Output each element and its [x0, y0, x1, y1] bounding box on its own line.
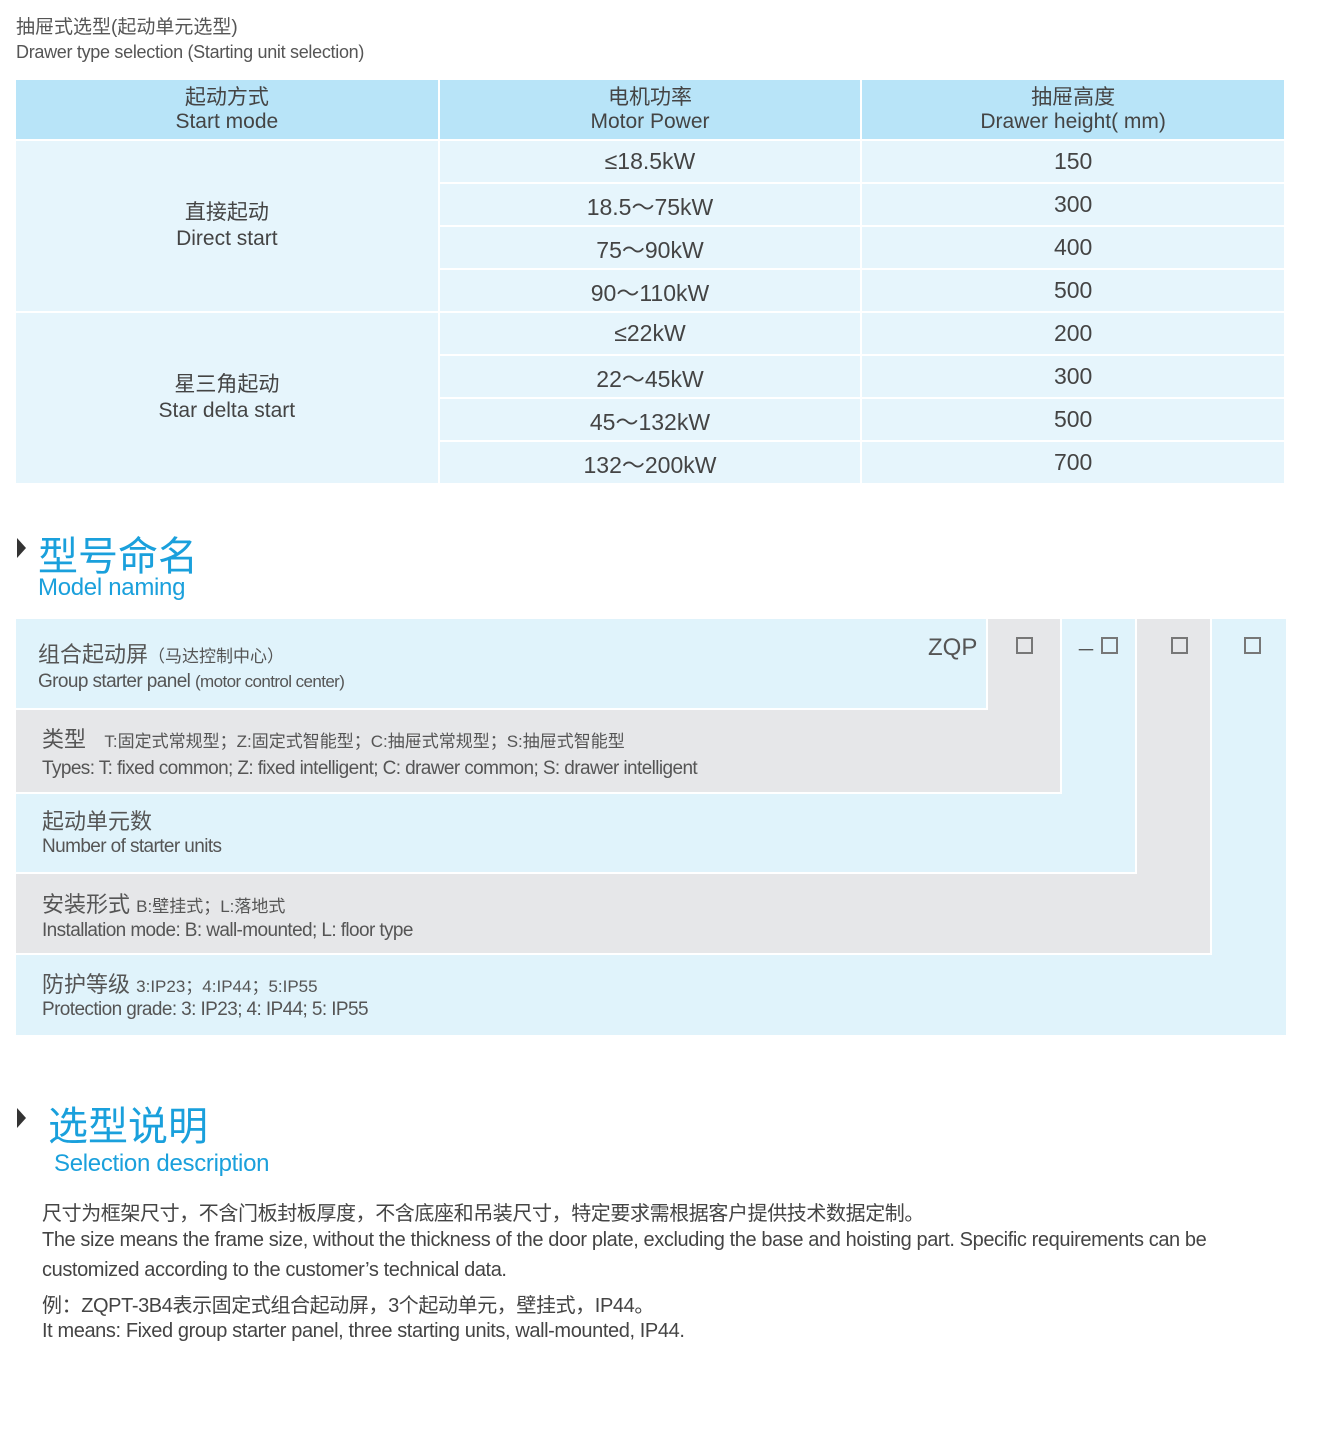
start-mode-cn: 星三角起动 [174, 373, 280, 396]
protection-placeholder-box [1244, 637, 1261, 654]
model-item-type-en: Types: T: fixed common; Z: fixed intelli… [42, 758, 698, 779]
table-row: 45～132kW 500 [16, 397, 1284, 442]
motor-power-cell: 132～200kW [438, 440, 863, 485]
model-item-panel-en: Group starter panel (motor control cente… [38, 671, 345, 692]
drawer-height-cell: 500 [861, 268, 1284, 313]
column-header-en: Motor Power [590, 109, 710, 133]
table-row: 75～90kW 400 [16, 225, 1284, 270]
model-item-install-cn: 安装形式 B:壁挂式；L:落地式 [42, 892, 286, 917]
table-row: 星三角起动 Star delta start ≤22kW 200 [16, 311, 1284, 485]
table-row: 22～45kW 300 [16, 354, 1284, 399]
column-header-cn: 电机功率 [607, 85, 692, 109]
column-header-en: Start mode [175, 109, 279, 133]
dash-separator: － [1076, 640, 1096, 662]
column-header: 电机功率 Motor Power [438, 80, 863, 140]
install-placeholder-box [1171, 637, 1188, 654]
drawer-selection-table: 起动方式 Start mode 电机功率 Motor Power 抽屉高度 Drawer … [16, 80, 1284, 485]
desc-line-2: The size means the frame size, without t… [42, 1229, 1207, 1251]
start-mode-cn: 直接起动 [184, 201, 269, 224]
section-title-en: Drawer type selection (Starting unit sel… [16, 42, 365, 62]
model-item-type-cn: 类型 T:固定式常规型；Z:固定式智能型；C:抽屉式常规型；S:抽屉式智能型 [42, 727, 625, 752]
drawer-height-cell: 400 [861, 225, 1284, 270]
desc-line-3: customized according to the customer’s t… [42, 1259, 507, 1281]
model-item-panel-cn: 组合起动屏（马达控制中心） [38, 642, 285, 667]
motor-power-cell: ≤22kW [438, 311, 863, 356]
model-naming-subtitle: Model naming [38, 574, 186, 601]
column-header-cn: 起动方式 [184, 85, 269, 109]
column-header-en: Drawer height( mm) [980, 109, 1166, 133]
triangle-bullet-icon [17, 1108, 26, 1128]
type-placeholder-box [1016, 637, 1033, 654]
selection-subtitle: Selection description [54, 1150, 270, 1177]
model-item-protection-en: Protection grade: 3: IP23; 4: IP44; 5: I… [42, 999, 369, 1020]
drawer-height-cell: 700 [861, 440, 1284, 485]
motor-power-cell: 75～90kW [438, 225, 863, 270]
table-row: 90～110kW 500 [16, 268, 1284, 313]
start-mode-en: Direct start [176, 227, 278, 250]
motor-power-cell: 18.5～75kW [438, 182, 863, 227]
table-row: 直接起动 Direct start ≤18.5kW 150 [16, 139, 1284, 313]
section-title-cn: 抽屉式选型(起动单元选型) [16, 17, 238, 38]
drawer-height-cell: 200 [861, 311, 1284, 356]
start-mode-cell: 星三角起动 Star delta start [16, 311, 440, 485]
layer-panel [16, 619, 988, 710]
table-row: 132～200kW 700 [16, 440, 1284, 485]
model-item-units-cn: 起动单元数 [42, 809, 153, 834]
motor-power-cell: 22～45kW [438, 354, 863, 399]
triangle-bullet-icon [17, 538, 26, 558]
column-header: 抽屉高度 Drawer height( mm) [861, 80, 1284, 140]
drawer-height-cell: 150 [861, 139, 1284, 184]
model-naming-title: 型号命名 [38, 535, 198, 579]
motor-power-cell: ≤18.5kW [438, 139, 863, 184]
column-header-cn: 抽屉高度 [1031, 85, 1116, 109]
desc-line-5: It means: Fixed group starter panel, thr… [42, 1320, 685, 1342]
start-mode-cell: 直接起动 Direct start [16, 139, 440, 313]
motor-power-cell: 90～110kW [438, 268, 863, 313]
motor-power-cell: 45～132kW [438, 397, 863, 442]
drawer-height-cell: 500 [861, 397, 1284, 442]
model-item-install-en: Installation mode: B: wall-mounted; L: f… [42, 920, 413, 941]
desc-line-1: 尺寸为框架尺寸，不含门板封板厚度，不含底座和吊装尺寸，特定要求需根据客户提供技术… [42, 1203, 924, 1225]
start-mode-en: Star delta start [158, 399, 296, 422]
column-header: 起动方式 Start mode [16, 80, 440, 140]
selection-title: 选型说明 [48, 1105, 208, 1149]
desc-line-4: 例：ZQPT-3B4表示固定式组合起动屏，3个起动单元，壁挂式，IP44。 [42, 1295, 654, 1317]
model-item-units-en: Number of starter units [42, 836, 222, 857]
units-placeholder-box [1101, 637, 1118, 654]
table-row: 18.5～75kW 300 [16, 182, 1284, 227]
drawer-height-cell: 300 [861, 354, 1284, 399]
model-item-protection-cn: 防护等级 3:IP23；4:IP44；5:IP55 [42, 972, 318, 997]
model-prefix: ZQP [928, 634, 978, 661]
drawer-height-cell: 300 [861, 182, 1284, 227]
